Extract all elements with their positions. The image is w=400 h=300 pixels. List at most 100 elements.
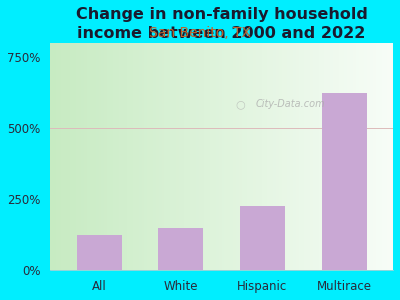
Bar [236,43,239,270]
Bar [76,235,122,270]
Bar [379,43,382,270]
Bar [53,43,56,270]
Bar [270,43,273,270]
Bar [130,43,133,270]
Bar [273,43,276,270]
Bar [56,43,59,270]
Bar [162,43,164,270]
Bar [147,43,150,270]
Bar [244,43,247,270]
Bar [196,43,199,270]
Bar [230,43,233,270]
Bar [302,43,304,270]
Bar [344,43,347,270]
Bar [259,43,262,270]
Bar [124,43,127,270]
Bar [136,43,139,270]
Bar [362,43,364,270]
Bar [304,43,307,270]
Bar [179,43,182,270]
Bar [82,43,84,270]
Bar [156,43,159,270]
Bar [219,43,222,270]
Bar [73,43,76,270]
Bar [242,43,244,270]
Bar [227,43,230,270]
Bar [253,43,256,270]
Bar [110,43,113,270]
Bar [376,43,379,270]
Bar [316,43,319,270]
Bar [324,43,327,270]
Bar [347,43,350,270]
Text: San Benito, TX: San Benito, TX [149,26,251,40]
Bar [144,43,147,270]
Bar [176,43,179,270]
Bar [333,43,336,270]
Bar [107,43,110,270]
Bar [127,43,130,270]
Bar [247,43,250,270]
Bar [350,43,353,270]
Bar [170,43,173,270]
Bar [184,43,187,270]
Bar [119,43,122,270]
Bar [99,43,102,270]
Bar [330,43,333,270]
Bar [190,43,193,270]
Bar [158,228,203,270]
Bar [327,43,330,270]
Bar [122,43,124,270]
Bar [193,43,196,270]
Title: Change in non-family household
income between 2000 and 2022: Change in non-family household income be… [76,7,368,40]
Bar [276,43,279,270]
Bar [384,43,387,270]
Bar [93,43,96,270]
Bar [64,43,67,270]
Bar [250,43,253,270]
Bar [356,43,359,270]
Bar [182,43,184,270]
Bar [262,43,264,270]
Bar [102,43,104,270]
Bar [204,43,207,270]
Bar [133,43,136,270]
Bar [104,43,107,270]
Bar [282,43,284,270]
Bar [79,43,82,270]
Bar [313,43,316,270]
Bar [207,43,210,270]
Bar [310,43,313,270]
Bar [139,43,142,270]
Bar [224,43,227,270]
Bar [150,43,153,270]
Bar [50,43,53,270]
Bar [370,43,373,270]
Bar [239,43,242,270]
Bar [367,43,370,270]
Bar [279,43,282,270]
Bar [296,43,299,270]
Bar [187,43,190,270]
Bar [113,43,116,270]
Bar [293,43,296,270]
Bar [240,206,285,270]
Bar [353,43,356,270]
Bar [322,93,366,270]
Bar [67,43,70,270]
Bar [76,43,79,270]
Bar [287,43,290,270]
Bar [173,43,176,270]
Bar [256,43,259,270]
Bar [164,43,167,270]
Bar [359,43,362,270]
Bar [210,43,213,270]
Bar [222,43,224,270]
Bar [84,43,87,270]
Bar [382,43,384,270]
Bar [159,43,162,270]
Bar [387,43,390,270]
Bar [216,43,219,270]
Bar [322,43,324,270]
Bar [342,43,344,270]
